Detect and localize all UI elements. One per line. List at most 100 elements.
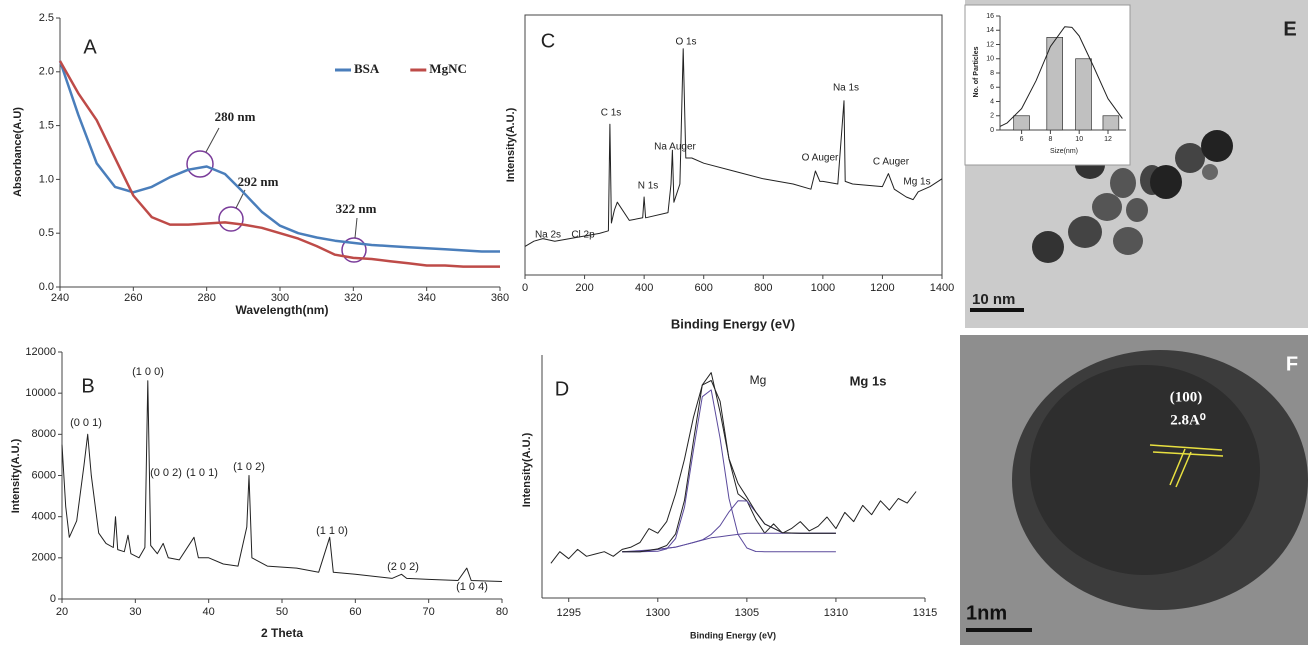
data-line	[622, 372, 836, 553]
x-tick-label: 1315	[913, 607, 937, 619]
x-tick-label: 600	[695, 282, 713, 294]
y-axis-label: Absorbance(A.U)	[12, 107, 24, 197]
annotation: O Auger	[802, 153, 839, 164]
y-tick-label: 4000	[32, 511, 56, 523]
scale-label: 1nm	[966, 602, 1007, 624]
panel-label: E	[1283, 18, 1296, 40]
pointer	[354, 217, 358, 239]
x-tick-label: 20	[56, 606, 68, 618]
y-axis-label: No. of Particles	[973, 46, 980, 97]
annotation: Mg 1s	[903, 177, 930, 188]
x-axis-label: Binding Energy (eV)	[690, 630, 776, 640]
bar	[1102, 115, 1120, 131]
y-tick-label: 6	[990, 84, 994, 91]
x-tick-label: 80	[496, 606, 508, 618]
data-line	[550, 380, 917, 564]
x-tick-label: 0	[522, 282, 528, 294]
y-axis-label: Intensity(A.U.)	[505, 107, 517, 182]
x-tick-label: 1400	[930, 282, 954, 294]
x-tick-label: 1300	[646, 607, 670, 619]
x-tick-label: 260	[124, 292, 142, 304]
x-tick-label: 360	[491, 292, 509, 304]
x-tick-label: 8	[1048, 136, 1052, 143]
annotation: Na Auger	[654, 142, 696, 153]
tem-image-f: F 1nm (100) 2.8A⁰	[960, 335, 1308, 645]
data-line	[524, 48, 943, 247]
x-tick-label: 1310	[824, 607, 848, 619]
y-tick-label: 10	[986, 56, 994, 63]
x-tick-label: 1295	[556, 607, 580, 619]
y-tick-label: 2.5	[39, 12, 54, 24]
y-tick-label: 14	[986, 27, 994, 34]
y-tick-label: 0.5	[39, 227, 54, 239]
x-axis-label: Size(nm)	[1050, 148, 1078, 155]
data-line	[58, 60, 500, 253]
x-tick-label: 320	[344, 292, 362, 304]
annotation: (1 0 1)	[186, 467, 218, 479]
x-tick-label: 6	[1020, 136, 1024, 143]
x-tick-label: 50	[276, 606, 288, 618]
annotation: (0 0 1)	[70, 417, 102, 429]
annotation: O 1s	[675, 37, 696, 48]
annotation: (1 0 0)	[132, 366, 164, 378]
x-tick-label: 30	[129, 606, 141, 618]
x-tick-label: 280	[197, 292, 215, 304]
bar	[1013, 115, 1030, 131]
x-tick-label: 400	[635, 282, 653, 294]
chart-title: Mg 1s	[850, 373, 887, 388]
y-tick-label: 2000	[32, 552, 56, 564]
annotation: 292 nm	[238, 174, 279, 189]
fit-curve	[999, 26, 1123, 127]
data-line	[622, 500, 836, 553]
y-axis-label: Intensity(A.U.)	[10, 438, 22, 513]
x-axis-label: Binding Energy (eV)	[671, 316, 795, 331]
y-tick-label: 16	[986, 13, 994, 20]
y-tick-label: 0.0	[39, 281, 54, 293]
y-tick-label: 10000	[25, 387, 56, 399]
annotation: C 1s	[601, 108, 622, 119]
legend-label: MgNC	[429, 61, 467, 76]
y-tick-label: 4	[990, 98, 994, 105]
x-tick-label: 40	[203, 606, 215, 618]
y-tick-label: 0	[50, 593, 56, 605]
highlight-circle	[341, 237, 367, 263]
y-tick-label: 0	[990, 127, 994, 134]
annotation: (0 0 2)	[150, 467, 182, 479]
x-tick-label: 12	[1104, 136, 1112, 143]
data-line	[622, 532, 836, 553]
y-tick-label: 12	[986, 41, 994, 48]
spacing-label: 2.8A⁰	[1170, 412, 1206, 428]
x-tick-label: 1305	[735, 607, 759, 619]
x-tick-label: 10	[1075, 136, 1083, 143]
x-axis-label: 2 Theta	[261, 626, 303, 640]
y-tick-label: 8	[990, 70, 994, 77]
annotation: 280 nm	[215, 109, 256, 124]
bar	[1075, 58, 1092, 131]
highlight-circle	[218, 206, 244, 232]
data-line	[622, 389, 836, 553]
x-tick-label: 240	[51, 292, 69, 304]
annotation: (2 0 2)	[387, 561, 419, 573]
annotation: N 1s	[638, 181, 659, 192]
annotation: 322 nm	[336, 201, 377, 216]
annotation: C Auger	[873, 157, 910, 168]
x-tick-label: 1000	[811, 282, 835, 294]
legend-label: BSA	[354, 61, 380, 76]
x-tick-label: 1200	[870, 282, 894, 294]
x-axis-label: Wavelength(nm)	[236, 303, 329, 317]
y-axis-label: Intensity(A.U.)	[521, 432, 533, 507]
highlight-circle	[186, 150, 214, 178]
y-tick-label: 1.5	[39, 120, 54, 132]
scale-label: 10 nm	[972, 291, 1015, 308]
data-line	[58, 60, 500, 268]
x-tick-label: 800	[754, 282, 772, 294]
x-tick-label: 70	[423, 606, 435, 618]
x-tick-label: 300	[271, 292, 289, 304]
annotation: Na 2s	[535, 230, 561, 241]
data-line	[61, 380, 503, 582]
bar	[1046, 37, 1063, 131]
panel-label: F	[1286, 353, 1298, 375]
x-tick-label: 200	[575, 282, 593, 294]
y-tick-label: 6000	[32, 469, 56, 481]
